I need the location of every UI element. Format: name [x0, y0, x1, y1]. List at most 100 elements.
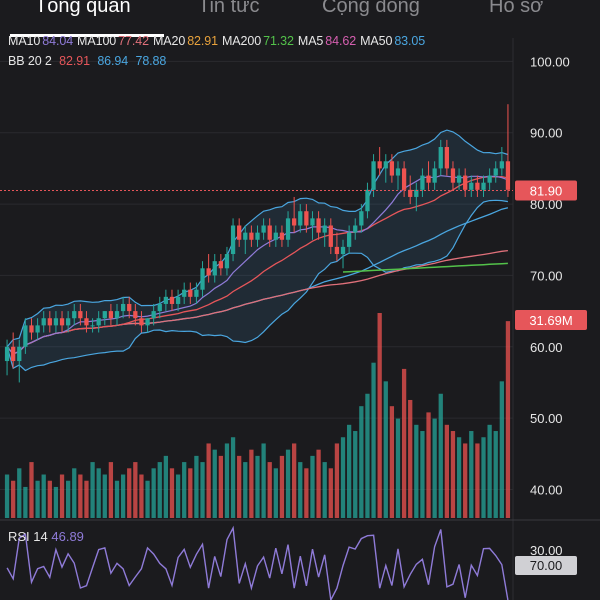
volume-bar: [365, 393, 370, 518]
volume-bar: [285, 449, 291, 518]
volume-bar: [383, 381, 388, 518]
volume-bar: [298, 462, 303, 518]
last-price-badge: [515, 180, 577, 201]
candle-body: [340, 246, 346, 255]
bollinger-upper-line: [6, 129, 509, 348]
candle-body: [47, 318, 52, 326]
candle-body: [84, 318, 89, 326]
tab-community[interactable]: Cộng đồng: [322, 0, 420, 17]
volume-bar: [450, 431, 456, 518]
volume-bar: [292, 443, 297, 518]
volume-badge-label: 31.69M: [529, 313, 572, 328]
volume-bar: [255, 455, 260, 518]
ma-legend-label-4: MA5: [297, 34, 324, 48]
candle-body: [163, 296, 169, 304]
volume-bar: [175, 474, 181, 518]
volume-bar: [182, 462, 187, 518]
candle-body: [395, 168, 401, 176]
volume-bar: [426, 412, 431, 518]
candle-body: [365, 189, 370, 212]
volume-bar: [230, 437, 236, 518]
candle-body: [29, 325, 34, 333]
volume-bar: [127, 468, 132, 518]
candle-body: [408, 189, 413, 197]
candle-body: [218, 261, 223, 269]
candle-body: [346, 232, 352, 247]
candle-body: [23, 325, 28, 347]
candle-body: [487, 175, 492, 183]
volume-bar: [249, 449, 254, 518]
candle-body: [463, 175, 468, 190]
candle-body: [255, 232, 260, 240]
volume-bar: [47, 480, 52, 518]
volume-bar: [420, 431, 425, 518]
price-chart[interactable]: 100.00 90.00 80.00 70.00 60.00 50.00 40.00 81.9…: [0, 38, 600, 600]
volume-bar: [414, 424, 419, 518]
volume-bar: [108, 462, 114, 518]
volume-bar: [41, 474, 46, 518]
volume-bar: [151, 468, 156, 518]
volume-bar: [469, 431, 474, 518]
tab-profile[interactable]: Hồ sơ: [489, 0, 544, 17]
price-tick-label: 90.00: [530, 126, 563, 141]
volume-bar: [304, 468, 309, 518]
candle-body: [353, 225, 358, 233]
candle-body: [316, 218, 321, 233]
ma-legend-value-5: 83.05: [394, 34, 426, 48]
volume-bar: [267, 462, 272, 518]
volume-bar: [401, 368, 407, 518]
rsi-badge-label: 70.00: [530, 558, 563, 573]
candle-body: [102, 311, 107, 319]
volume-bar: [316, 449, 321, 518]
volume-bar: [475, 443, 480, 518]
candle-body: [310, 218, 315, 226]
bb-legend-upper: 86.94: [97, 54, 129, 68]
candle-body: [72, 311, 77, 319]
candle-body: [426, 175, 431, 183]
candle-body: [127, 303, 132, 312]
ma-legend-label-1: MA100: [77, 34, 117, 48]
candle-body: [481, 182, 486, 190]
price-tick-label: 70.00: [530, 268, 563, 283]
last-price-label: 81.90: [530, 184, 563, 199]
candle-body: [328, 225, 333, 247]
candle-body: [114, 311, 120, 319]
volume-bar: [505, 321, 511, 518]
ma-legend-value-0: 84.04: [42, 34, 74, 48]
candle-body: [389, 161, 395, 176]
candle-body: [66, 318, 71, 326]
ma200-line: [342, 262, 508, 273]
candle-body: [249, 232, 254, 240]
volume-bar: [133, 462, 138, 518]
tab-bar: Tổng quan Tin tức Cộng đồng Hồ sơ: [0, 0, 600, 38]
candle-body: [499, 161, 504, 169]
volume-bar: [72, 468, 77, 518]
candle-body: [505, 161, 511, 190]
rsi-legend: RSI 14 46.89: [8, 529, 84, 544]
rsi-tick-label: 30.00: [530, 543, 563, 558]
candle-body: [194, 289, 199, 297]
volume-bar: [310, 455, 315, 518]
volume-bar: [29, 462, 34, 518]
ma-legend-label-0: MA10: [8, 34, 41, 48]
volume-bar: [23, 486, 28, 518]
tab-overview[interactable]: Tổng quan: [35, 0, 131, 17]
ma-legend-label-3: MA200: [221, 34, 262, 48]
active-tab-indicator: [10, 34, 164, 37]
volume-bar: [102, 474, 107, 518]
tab-news[interactable]: Tin tức: [198, 0, 260, 17]
volume-bar: [499, 381, 504, 518]
volume-bar: [35, 480, 40, 518]
rsi-line: [6, 525, 509, 600]
candle-body: [224, 254, 230, 269]
candle-body: [292, 218, 297, 226]
volume-badge: [515, 310, 587, 330]
candle-body: [456, 175, 462, 183]
price-tick-label: 50.00: [530, 411, 563, 426]
volume-bar: [224, 443, 230, 518]
volume-bar: [212, 449, 217, 518]
candle-body: [212, 261, 217, 276]
volume-bar: [340, 437, 346, 518]
volume-bar: [481, 437, 486, 518]
candle-body: [273, 232, 278, 240]
